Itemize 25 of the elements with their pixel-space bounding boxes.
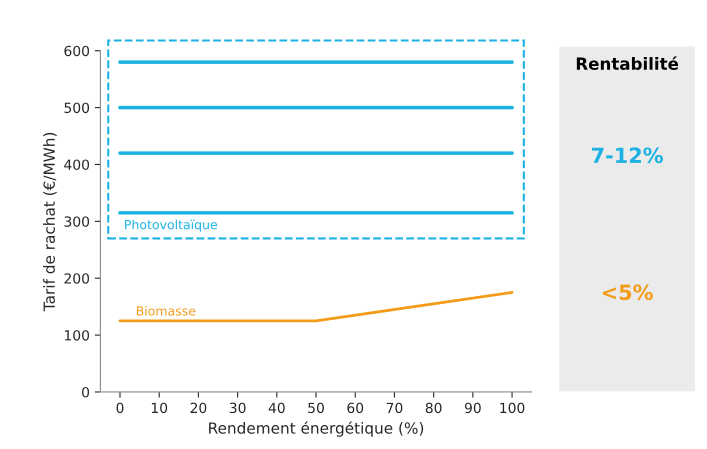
x-tick-label: 40 [268, 402, 285, 414]
y-tick-label: 200 [64, 273, 90, 284]
y-tick-label: 0 [82, 386, 90, 398]
y-tick-label: 100 [64, 330, 90, 341]
y-tick-label: 600 [64, 46, 90, 56]
x-tick-label: 70 [386, 402, 402, 414]
x-tick-label: 50 [308, 402, 324, 414]
x-tick-label: 20 [190, 402, 206, 414]
x-tick-label: 30 [230, 402, 246, 414]
x-tick-label: 80 [426, 402, 442, 414]
x-tick-label: 90 [464, 402, 481, 414]
x-axis-title: Rendement énergétique (%) [209, 421, 424, 437]
x-tick-label: 60 [347, 402, 364, 414]
y-tick-label: 500 [64, 102, 90, 114]
text: Rentabilité [576, 56, 678, 70]
x-tick-label: 100 [500, 402, 524, 414]
y-tick-label: 300 [64, 216, 90, 227]
text: 7-12% [592, 147, 663, 164]
series-label: Biomasse [136, 306, 196, 316]
text: <5% [602, 284, 653, 300]
series-label: Photovoltaïque [125, 220, 218, 232]
y-tick-label: 400 [64, 159, 90, 170]
y-axis-title: Tarif de rachat (€/MWh) [43, 132, 57, 312]
x-tick-label: 10 [152, 402, 168, 414]
x-tick-label: 0 [116, 402, 124, 414]
